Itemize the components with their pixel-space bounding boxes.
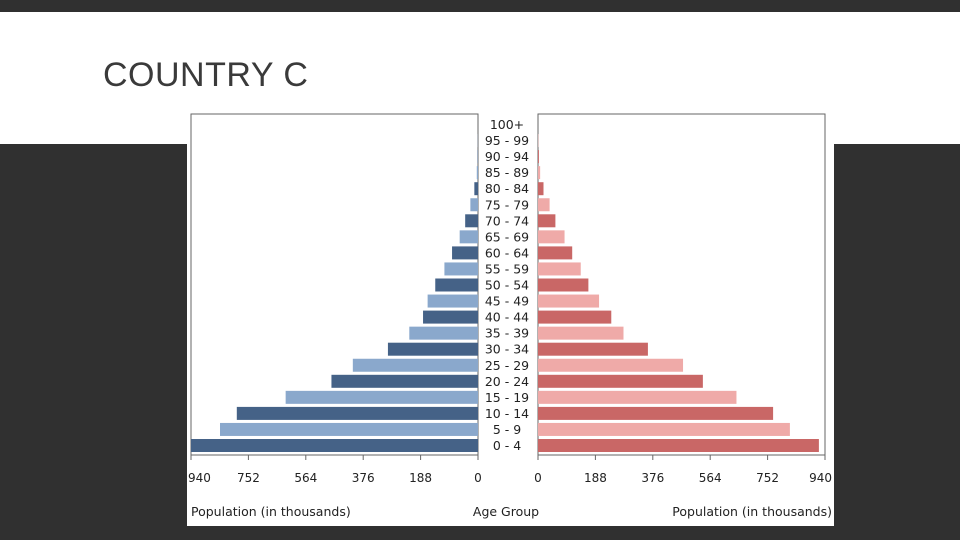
x-tick-label: 752 bbox=[237, 471, 260, 485]
female-bar-40-44 bbox=[538, 310, 612, 324]
female-bar-90-94 bbox=[538, 150, 539, 164]
male-bar-35-39 bbox=[409, 326, 478, 340]
female-bar-0-4 bbox=[538, 439, 819, 452]
x-tick-label: 188 bbox=[584, 471, 607, 485]
male-bar-65-69 bbox=[459, 230, 478, 244]
x-tick-label: 940 bbox=[188, 471, 211, 485]
age-label: 30 - 34 bbox=[485, 342, 529, 357]
male-bar-50-54 bbox=[435, 278, 478, 292]
female-bar-25-29 bbox=[538, 358, 684, 372]
female-bar-65-69 bbox=[538, 230, 565, 244]
age-label: 35 - 39 bbox=[485, 326, 529, 341]
age-label: 90 - 94 bbox=[485, 149, 529, 164]
male-bar-45-49 bbox=[427, 294, 478, 308]
male-bars bbox=[191, 134, 478, 452]
x-axis-label-center: Age Group bbox=[473, 504, 539, 519]
female-bar-85-89 bbox=[538, 166, 541, 180]
female-bar-30-34 bbox=[538, 342, 648, 356]
age-label: 15 - 19 bbox=[485, 390, 529, 405]
age-label: 55 - 59 bbox=[485, 261, 529, 276]
male-bar-25-29 bbox=[352, 358, 478, 372]
slide-title: COUNTRY C bbox=[103, 56, 309, 94]
age-label: 60 - 64 bbox=[485, 245, 529, 260]
x-axis-label-left: Population (in thousands) bbox=[191, 504, 351, 519]
top-bar bbox=[0, 0, 960, 12]
left-x-ticks: 940 752 564 376 188 0 bbox=[188, 455, 482, 485]
female-bar-10-14 bbox=[538, 406, 774, 420]
age-label: 20 - 24 bbox=[485, 374, 529, 389]
age-label: 75 - 79 bbox=[485, 197, 529, 212]
male-bar-15-19 bbox=[285, 390, 478, 404]
age-label: 95 - 99 bbox=[485, 133, 529, 148]
x-axis-label-right: Population (in thousands) bbox=[672, 504, 832, 519]
male-bar-5-9 bbox=[220, 422, 478, 436]
male-bar-70-74 bbox=[465, 214, 478, 228]
age-label: 70 - 74 bbox=[485, 213, 529, 228]
x-tick-label: 752 bbox=[756, 471, 779, 485]
female-bar-45-49 bbox=[538, 294, 600, 308]
male-bar-85-89 bbox=[476, 166, 478, 180]
age-label: 0 - 4 bbox=[493, 438, 521, 453]
age-label: 40 - 44 bbox=[485, 310, 529, 325]
male-bar-30-34 bbox=[387, 342, 478, 356]
x-tick-label: 188 bbox=[409, 471, 432, 485]
female-bar-15-19 bbox=[538, 390, 737, 404]
female-bar-75-79 bbox=[538, 198, 550, 212]
male-bar-75-79 bbox=[470, 198, 478, 212]
x-tick-label: 0 bbox=[534, 471, 542, 485]
age-label: 50 - 54 bbox=[485, 278, 529, 293]
age-label: 10 - 14 bbox=[485, 406, 529, 421]
female-bar-60-64 bbox=[538, 246, 573, 260]
female-bars bbox=[538, 134, 819, 452]
x-tick-label: 564 bbox=[699, 471, 722, 485]
x-tick-label: 0 bbox=[474, 471, 482, 485]
male-bar-0-4 bbox=[191, 439, 478, 452]
male-bar-80-84 bbox=[474, 182, 478, 196]
female-bar-5-9 bbox=[538, 422, 790, 436]
female-bar-55-59 bbox=[538, 262, 581, 276]
female-bar-70-74 bbox=[538, 214, 556, 228]
age-label: 5 - 9 bbox=[493, 422, 521, 437]
x-tick-label: 376 bbox=[352, 471, 375, 485]
female-bar-35-39 bbox=[538, 326, 624, 340]
right-x-ticks: 0 188 376 564 752 940 bbox=[534, 455, 832, 485]
age-label: 80 - 84 bbox=[485, 181, 529, 196]
x-tick-label: 376 bbox=[641, 471, 664, 485]
female-bar-50-54 bbox=[538, 278, 589, 292]
age-label: 45 - 49 bbox=[485, 294, 529, 309]
age-label: 65 - 69 bbox=[485, 229, 529, 244]
x-tick-label: 940 bbox=[809, 471, 832, 485]
age-label: 85 - 89 bbox=[485, 165, 529, 180]
male-bar-20-24 bbox=[331, 374, 478, 388]
female-bar-20-24 bbox=[538, 374, 703, 388]
male-bar-60-64 bbox=[452, 246, 478, 260]
age-label: 100+ bbox=[490, 117, 524, 132]
x-tick-label: 564 bbox=[294, 471, 317, 485]
male-bar-55-59 bbox=[444, 262, 478, 276]
age-label: 25 - 29 bbox=[485, 358, 529, 373]
male-bar-40-44 bbox=[423, 310, 478, 324]
male-bar-10-14 bbox=[236, 406, 478, 420]
female-bar-80-84 bbox=[538, 182, 544, 196]
